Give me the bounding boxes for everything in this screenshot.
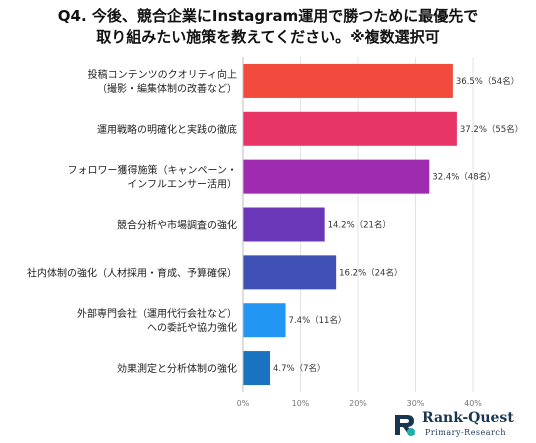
- data-label: 36.5%（54名）: [456, 76, 519, 87]
- data-label: 32.4%（48名）: [432, 172, 495, 183]
- bar: [243, 159, 430, 194]
- chart-title-line-1: Q4. 今後、競合企業にInstagram運用で勝つために最優先で: [57, 7, 479, 25]
- logo-name: Rank-Quest: [422, 410, 514, 426]
- data-label: 4.7%（7名）: [273, 363, 326, 374]
- category-label: インフルエンサー活用）: [127, 179, 237, 191]
- chart-title-line-2: 取り組みたい施策を教えてください。※複数選択可: [96, 28, 440, 46]
- data-label: 14.2%（21名）: [328, 220, 391, 231]
- rank-quest-logo-icon: [395, 415, 415, 436]
- x-tick-label: 20%: [349, 399, 367, 408]
- chart-title: Q4. 今後、競合企業にInstagram運用で勝つために最優先で 取り組みたい…: [0, 6, 536, 48]
- logo-subtitle: Primary-Research: [425, 428, 506, 437]
- bar: [243, 351, 271, 386]
- x-tick-label: 30%: [407, 399, 425, 408]
- category-label: 競合分析や市場調査の強化: [117, 219, 237, 232]
- category-label: 投稿コンテンツのクオリティ向上: [88, 68, 237, 81]
- category-label: 外部専門会社（運用代行会社など）: [77, 307, 237, 320]
- x-tick-label: 10%: [292, 399, 310, 408]
- bar: [243, 303, 286, 338]
- data-label: 37.2%（55名）: [460, 124, 523, 135]
- x-tick-label: 40%: [464, 399, 482, 408]
- category-label: への委託や協力強化: [147, 321, 237, 334]
- category-label: 効果測定と分析体制の強化: [117, 362, 237, 375]
- bar: [243, 63, 453, 98]
- category-label: 社内体制の強化（人材採用・育成、予算確保）: [27, 266, 237, 279]
- bar: [243, 111, 457, 146]
- bar: [243, 255, 337, 290]
- category-label: フォロワー獲得施策（キャンペーン・: [68, 164, 238, 177]
- data-label: 16.2%（24名）: [339, 267, 402, 278]
- data-label: 7.4%（11名）: [289, 315, 347, 326]
- category-label: 運用戦略の明確化と実践の徹底: [97, 123, 237, 136]
- bar: [243, 207, 325, 242]
- x-tick-label: 0%: [237, 399, 250, 408]
- category-label: （撮影・編集体制の改善など）: [97, 82, 237, 95]
- rank-quest-logo: Rank-Quest Primary-Research: [392, 410, 522, 440]
